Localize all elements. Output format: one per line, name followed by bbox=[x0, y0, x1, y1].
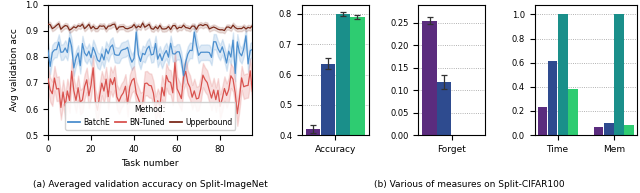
Y-axis label: Avg validation acc: Avg validation acc bbox=[10, 29, 19, 111]
Bar bbox=[437, 82, 451, 135]
Bar bbox=[335, 14, 349, 193]
Text: (b) Various of measures on Split-CIFAR100: (b) Various of measures on Split-CIFAR10… bbox=[374, 180, 564, 189]
Bar bbox=[306, 129, 320, 193]
Bar bbox=[594, 127, 604, 135]
Bar bbox=[351, 17, 365, 193]
X-axis label: Task number: Task number bbox=[122, 159, 179, 168]
Legend: BatchE, BN-Tuned, Upperbound: BatchE, BN-Tuned, Upperbound bbox=[65, 102, 235, 130]
Bar bbox=[568, 89, 578, 135]
Bar bbox=[624, 125, 634, 135]
Bar bbox=[422, 20, 436, 135]
Bar bbox=[604, 123, 614, 135]
Bar bbox=[538, 107, 547, 135]
Bar bbox=[321, 64, 335, 193]
Text: (a) Averaged validation accuracy on Split-ImageNet: (a) Averaged validation accuracy on Spli… bbox=[33, 180, 268, 189]
Bar bbox=[558, 14, 568, 135]
Bar bbox=[548, 61, 557, 135]
Bar bbox=[614, 14, 624, 135]
